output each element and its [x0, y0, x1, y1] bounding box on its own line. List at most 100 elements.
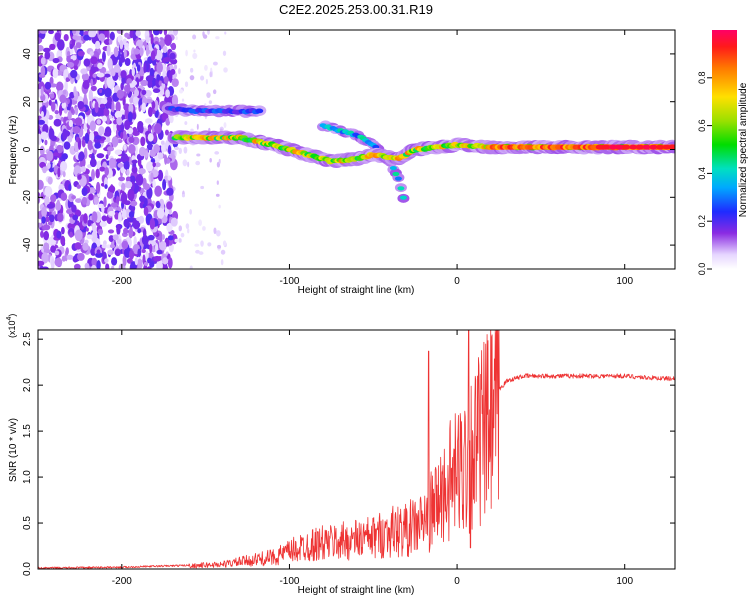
noise-cell — [125, 163, 130, 171]
noise-cell — [61, 238, 65, 246]
noise-cell — [81, 72, 89, 81]
noise-cell — [70, 106, 74, 114]
noise-cell — [98, 88, 103, 94]
noise-cell — [128, 136, 135, 144]
noise-cell — [44, 195, 50, 207]
noise-cell — [154, 123, 162, 135]
noise-cell — [111, 136, 119, 147]
noise-cell — [117, 162, 124, 168]
noise-cell — [55, 201, 62, 211]
noise-cell — [131, 67, 135, 77]
noise-cell — [50, 258, 55, 269]
noise-cell — [130, 200, 138, 207]
noise-cell — [98, 33, 106, 41]
noise-cell — [57, 212, 64, 222]
noise-cell — [83, 122, 88, 132]
noise-cell — [52, 68, 59, 79]
noise-cell — [91, 169, 95, 181]
noise-cell — [45, 216, 50, 223]
noise-cell — [104, 87, 112, 98]
noise-cell — [169, 114, 174, 124]
noise-cell — [181, 98, 185, 102]
noise-cell — [99, 221, 107, 227]
noise-cell — [146, 186, 153, 199]
svg-text:(x104): (x104) — [6, 314, 17, 338]
noise-cell — [61, 226, 65, 235]
noise-cell — [106, 44, 111, 57]
noise-cell — [47, 176, 53, 185]
noise-cell — [120, 70, 127, 79]
snr-frame — [37, 329, 676, 570]
noise-cell — [91, 222, 97, 233]
noise-cell — [94, 135, 102, 140]
noise-cell — [52, 152, 60, 157]
noise-cell — [48, 99, 52, 106]
noise-cell — [128, 226, 134, 239]
noise-cell — [132, 30, 137, 42]
noise-cell — [129, 97, 134, 104]
noise-cell — [50, 245, 56, 253]
noise-cell — [123, 144, 127, 151]
noise-cell — [44, 139, 48, 146]
noise-cell — [114, 149, 123, 155]
snr-y-label: SNR (10 * v/v) — [8, 418, 19, 482]
noise-cell — [136, 258, 143, 269]
colorbar-tick-label: 0.4 — [697, 167, 707, 180]
noise-cell — [113, 46, 119, 58]
noise-cell — [166, 222, 173, 232]
y-tick-label: 1.5 — [22, 424, 33, 438]
noise-cell — [91, 257, 98, 267]
noise-cell — [91, 231, 98, 243]
noise-cell — [128, 211, 135, 218]
noise-cell — [218, 204, 221, 209]
noise-cell — [69, 48, 74, 54]
noise-cell — [158, 198, 165, 210]
noise-cell — [106, 190, 114, 199]
noise-cell — [50, 93, 55, 99]
noise-cell — [72, 125, 81, 134]
noise-cell — [102, 108, 110, 117]
noise-cell — [67, 222, 76, 230]
noise-cell — [177, 68, 181, 75]
noise-cell — [126, 217, 135, 222]
noise-cell — [150, 172, 154, 182]
noise-cell — [154, 185, 163, 197]
noise-cell — [167, 175, 172, 181]
noise-cell — [62, 89, 67, 95]
noise-cell — [59, 94, 67, 104]
noise-cell — [44, 81, 52, 90]
noise-cell — [205, 78, 208, 85]
noise-cell — [152, 88, 161, 94]
noise-cell — [89, 131, 95, 143]
noise-cell — [83, 92, 87, 104]
noise-cell — [123, 49, 127, 59]
noise-cell — [38, 133, 42, 146]
noise-cell — [38, 45, 44, 52]
noise-cell — [157, 169, 164, 182]
noise-cell — [134, 257, 138, 266]
noise-cell — [50, 135, 57, 142]
noise-cell — [108, 157, 116, 169]
noise-cell — [127, 111, 133, 123]
spectrogram-x-label: Height of straight line (km) — [298, 285, 415, 296]
noise-cell — [77, 100, 85, 110]
noise-cell — [106, 96, 113, 104]
noise-cell — [108, 185, 116, 193]
noise-cell — [141, 234, 149, 246]
noise-cell — [101, 204, 105, 214]
trace-core — [669, 144, 675, 150]
noise-cell — [161, 241, 167, 249]
spectrogram-y-label: Frequency (Hz) — [8, 116, 19, 185]
noise-cell — [125, 176, 131, 183]
noise-cell — [121, 182, 126, 192]
noise-cell — [215, 230, 221, 237]
noise-cell — [43, 248, 51, 254]
noise-cell — [135, 76, 140, 89]
noise-cell — [101, 115, 108, 123]
noise-cell — [97, 107, 104, 117]
noise-cell — [156, 260, 163, 269]
y-tick-label: 2.0 — [22, 378, 33, 392]
noise-cell — [50, 101, 56, 112]
trace-core — [602, 144, 611, 150]
